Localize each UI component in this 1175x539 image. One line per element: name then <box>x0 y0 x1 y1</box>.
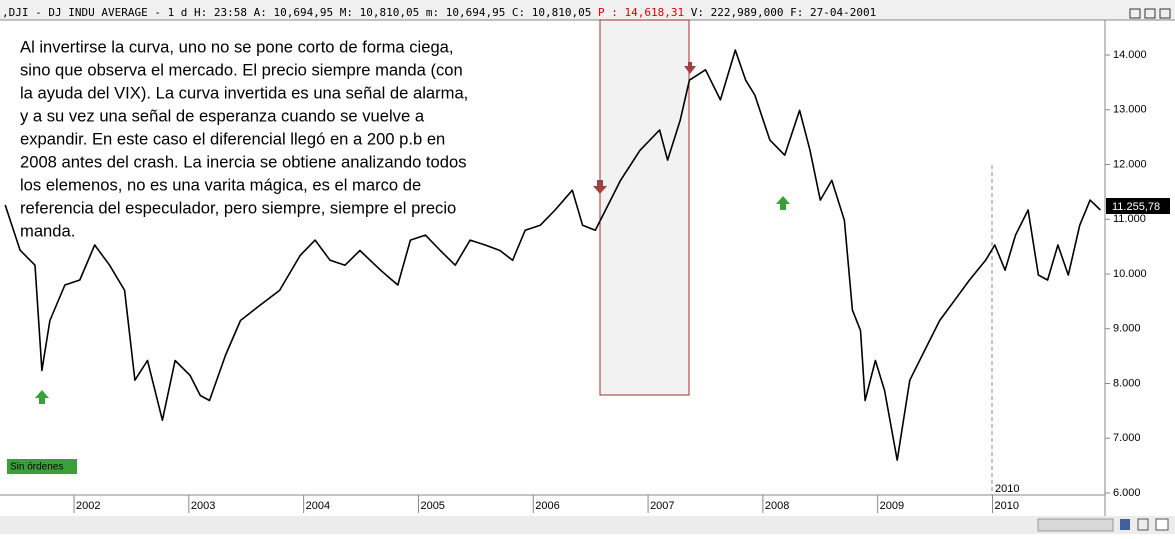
annotation-line: sino que observa el mercado. El precio s… <box>20 60 463 79</box>
x-tick-label: 2009 <box>880 500 904 512</box>
annotation-line: referencia del especulador, pero siempre… <box>20 198 456 217</box>
highlight-box <box>599 19 690 396</box>
annotation-line: manda. <box>20 221 75 240</box>
header-volume: V: 222,989,000 F: 27-04-2001 <box>691 6 876 19</box>
annotation-line: y a su vez una señal de esperanza cuando… <box>20 106 425 125</box>
cursor-label: 2010 <box>995 483 1019 495</box>
x-tick-label: 2002 <box>76 500 100 512</box>
buy-arrow <box>35 390 49 404</box>
maximize-button[interactable] <box>1144 8 1156 19</box>
annotation-line: 2008 antes del crash. La inercia se obti… <box>20 152 467 171</box>
x-tick-label: 2006 <box>535 500 559 512</box>
price-line <box>4 49 1101 461</box>
y-tick-label: 13.000 <box>1113 104 1147 116</box>
scrollbar[interactable] <box>0 516 1175 534</box>
y-tick-label: 6.000 <box>1113 487 1141 499</box>
last-price-box <box>1106 198 1170 214</box>
x-tick-label: 2007 <box>650 500 674 512</box>
sell-arrow <box>593 180 607 194</box>
y-tick-label: 10.000 <box>1113 268 1147 280</box>
y-tick-label: 14.000 <box>1113 49 1147 61</box>
panel-icon[interactable] <box>1155 518 1169 531</box>
status-label: Sin órdenes <box>10 462 63 473</box>
buy-arrow <box>776 196 790 210</box>
annotation: Al invertirse la curva, uno no se pone c… <box>20 37 468 240</box>
annotation-line: Al invertirse la curva, uno no se pone c… <box>20 37 454 56</box>
x-tick-label: 2010 <box>994 500 1018 512</box>
y-tick-label: 12.000 <box>1113 158 1147 170</box>
save-icon[interactable] <box>1120 519 1130 530</box>
x-tick-label: 2004 <box>306 500 330 512</box>
window-buttons[interactable] <box>1129 8 1171 19</box>
header-price: P : 14,618,31 <box>598 6 684 19</box>
last-price-label: 11.255,78 <box>1112 201 1160 213</box>
sell-arrow <box>684 62 696 74</box>
plot: 14.000 13.000 12.000 11.000 10.000 9.000 8.000… <box>4 49 1147 513</box>
arrows <box>35 62 790 404</box>
y-tick-label: 7.000 <box>1113 432 1141 444</box>
x-tick-label: 2005 <box>420 500 444 512</box>
annotation-line: la ayuda del VIX). La curva invertida es… <box>20 83 468 102</box>
minimize-button[interactable] <box>1129 8 1141 19</box>
tool-icon[interactable] <box>1137 518 1149 531</box>
x-tick-label: 2008 <box>765 500 789 512</box>
y-tick-label: 9.000 <box>1113 323 1141 335</box>
header-info: ,DJI - DJ INDU AVERAGE - 1 d H: 23:58 A:… <box>2 6 591 19</box>
header-text: ,DJI - DJ INDU AVERAGE - 1 d H: 23:58 A:… <box>2 6 876 19</box>
scroll-thumb[interactable] <box>1037 518 1114 532</box>
close-button[interactable] <box>1159 8 1171 19</box>
y-tick-label: 8.000 <box>1113 377 1141 389</box>
annotation-line: expandir. En este caso el diferencial ll… <box>20 129 445 148</box>
annotation-line: los elemenos, no es una varita mágica, e… <box>20 175 421 194</box>
y-tick-label: 11.000 <box>1113 213 1146 225</box>
status-box <box>7 459 77 474</box>
header-bar <box>0 0 1175 20</box>
x-tick-label: 2003 <box>191 500 215 512</box>
